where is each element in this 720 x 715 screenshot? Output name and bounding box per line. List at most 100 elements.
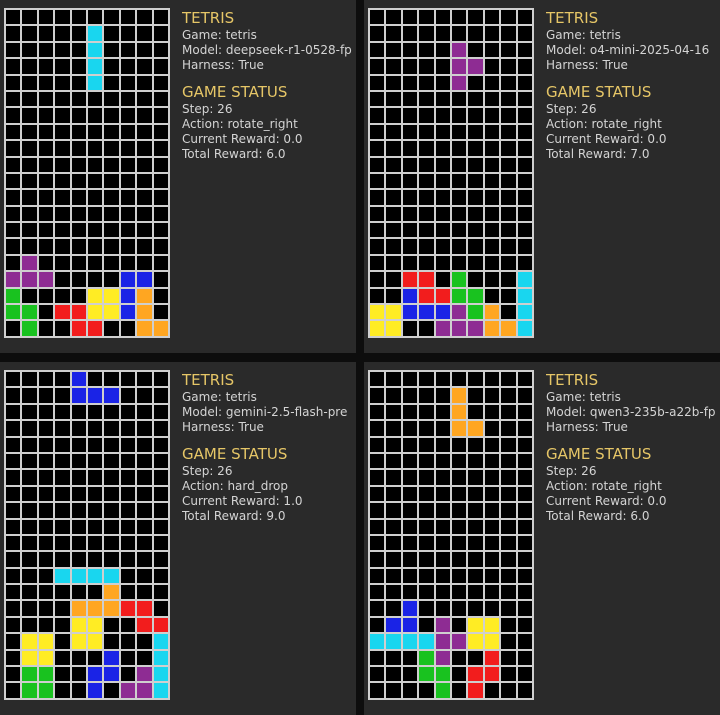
board-cell [5, 123, 22, 141]
block-blue [401, 304, 419, 321]
board-cell [54, 9, 71, 26]
board-cell [70, 25, 87, 42]
board-cell [401, 666, 419, 683]
block-cyan [70, 567, 87, 585]
step-label: Step: 26 [546, 464, 597, 478]
board-cell [86, 420, 104, 437]
board-cell [21, 123, 38, 141]
board-cell [450, 518, 468, 535]
board-cell [152, 156, 169, 173]
board-cell [70, 534, 87, 552]
block-blue [86, 666, 104, 683]
board-cell [37, 534, 55, 552]
board-cell [500, 238, 517, 255]
board-cell [70, 502, 87, 519]
board-cell [434, 600, 451, 617]
board-cell [418, 616, 435, 634]
block-yellow [103, 287, 120, 305]
board-cell [467, 534, 484, 552]
board-cell [152, 58, 169, 75]
board-cell [516, 25, 533, 42]
board-cell [369, 534, 386, 552]
block-blue [385, 616, 402, 634]
board-cell [70, 452, 87, 470]
board-cell [516, 584, 533, 601]
block-purple [467, 320, 484, 337]
board-cell [385, 584, 402, 601]
board-cell [500, 90, 517, 108]
block-purple [5, 271, 22, 288]
board-cell [54, 41, 71, 59]
total-reward-label: Total Reward: 6.0 [546, 509, 650, 523]
board-cell [54, 371, 71, 388]
board-cell [467, 238, 484, 255]
board-cell [385, 469, 402, 486]
board-cell [500, 502, 517, 519]
board-cell [21, 238, 38, 255]
block-purple [450, 304, 468, 321]
board-cell [500, 25, 517, 42]
board-cell [516, 666, 533, 683]
board-cell [136, 205, 153, 223]
block-red [86, 320, 104, 337]
board-cell [516, 551, 533, 568]
info-panel: TETRIS Game: tetris Model: deepseek-r1-052… [182, 8, 356, 162]
block-purple [450, 41, 468, 59]
board-cell [401, 107, 419, 124]
board-cell [103, 403, 120, 421]
block-orange [483, 304, 501, 321]
board-cell [152, 41, 169, 59]
tetris-board [4, 8, 170, 338]
board-cell [136, 485, 153, 503]
board-cell [70, 649, 87, 667]
board-cell [37, 600, 55, 617]
board-cell [70, 205, 87, 223]
board-cell [5, 485, 22, 503]
harness-label: Harness: True [546, 420, 628, 434]
board-cell [516, 74, 533, 91]
board-cell [152, 254, 169, 272]
board-cell [385, 682, 402, 699]
board-cell [418, 25, 435, 42]
board-cell [5, 649, 22, 667]
board-cell [418, 600, 435, 617]
board-cell [103, 90, 120, 108]
board-cell [516, 205, 533, 223]
block-orange [450, 420, 468, 437]
board-cell [450, 485, 468, 503]
board-cell [369, 485, 386, 503]
board-cell [418, 567, 435, 585]
board-cell [70, 287, 87, 305]
board-cell [21, 600, 38, 617]
board-cell [21, 387, 38, 404]
board-cell [86, 9, 104, 26]
board-cell [37, 9, 55, 26]
board-cell [54, 682, 71, 699]
current-reward-label: Current Reward: 0.0 [546, 494, 667, 508]
board-cell [119, 584, 137, 601]
board-cell [369, 189, 386, 206]
board-cell [483, 387, 501, 404]
block-red [136, 616, 153, 634]
board-cell [369, 469, 386, 486]
board-cell [136, 518, 153, 535]
board-cell [21, 403, 38, 421]
board-cell [516, 123, 533, 141]
harness-label: Harness: True [182, 58, 264, 72]
board-cell [516, 172, 533, 190]
block-blue [103, 666, 120, 683]
board-cell [152, 90, 169, 108]
board-cell [86, 238, 104, 255]
board-cell [86, 452, 104, 470]
board-cell [483, 403, 501, 421]
block-yellow [86, 304, 104, 321]
board-cell [369, 287, 386, 305]
board-cell [483, 420, 501, 437]
board-cell [103, 222, 120, 239]
game-panel-2: TETRIS Game: tetris Model: o4-mini-2025-04… [364, 0, 720, 353]
block-purple [450, 58, 468, 75]
board-cell [516, 387, 533, 404]
board-cell [70, 9, 87, 26]
board-cell [37, 420, 55, 437]
board-cell [54, 123, 71, 141]
